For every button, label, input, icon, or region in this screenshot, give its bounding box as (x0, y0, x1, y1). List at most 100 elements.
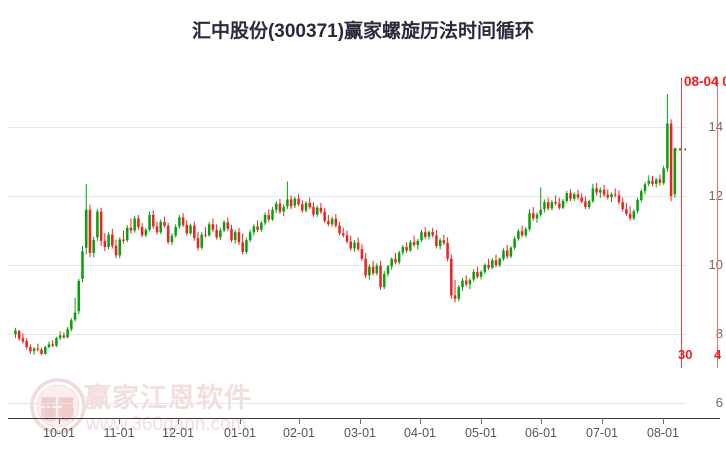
candle-body (152, 214, 155, 227)
candle-body (334, 218, 338, 226)
candle-body (122, 239, 125, 241)
y-axis-label: 8 (715, 326, 723, 341)
candle-body (416, 240, 420, 245)
x-axis-tick (481, 418, 482, 424)
page-title: 汇中股份(300371)赢家螺旋历法时间循环 (191, 21, 535, 42)
candle-body (420, 232, 423, 241)
x-axis-label: 02-01 (283, 426, 315, 440)
candle-body (457, 287, 461, 299)
cycle-date-annotation: 08-04 0 (684, 74, 726, 89)
cycle-vertical-line[interactable] (717, 78, 718, 368)
candle-body (368, 266, 371, 276)
candle-body (669, 123, 673, 196)
candle-body (297, 198, 300, 205)
y-axis-label: 6 (715, 395, 723, 410)
candle-body (185, 224, 189, 234)
x-axis-tick (541, 418, 542, 424)
candle-body (248, 232, 252, 241)
candle-body (502, 250, 505, 259)
candle-body (230, 228, 233, 241)
candle-body (47, 344, 51, 348)
candle-body (472, 271, 475, 280)
watermark-url-text: www.360gann.com (86, 414, 247, 435)
candle-body (580, 197, 583, 202)
candle-body (673, 149, 677, 195)
candle-body (442, 240, 446, 243)
candle-body (360, 249, 364, 259)
candle-body (539, 209, 542, 215)
candle-body (278, 203, 282, 212)
candle-body (658, 179, 662, 183)
candle-body (181, 217, 185, 225)
y-axis-label: 12 (708, 188, 723, 203)
watermark-brand-text: 赢家江恩软件 (84, 383, 252, 413)
candle-body (543, 202, 546, 210)
candle-body (487, 265, 490, 268)
candle-body (21, 338, 25, 342)
candle-body (528, 213, 531, 230)
candle-body (204, 234, 207, 236)
gridlines-group (8, 127, 686, 404)
x-axis-line (8, 418, 720, 419)
candle-body (312, 207, 315, 215)
candle-body (256, 226, 259, 230)
cycle-line-label: 30 (678, 347, 693, 362)
candle-body (114, 245, 118, 256)
candle-body (289, 199, 293, 207)
candle-body (137, 218, 140, 228)
candle-body (293, 198, 297, 206)
candle-body (219, 230, 222, 238)
candle-body (397, 252, 401, 263)
x-axis-label: 03-01 (344, 426, 376, 440)
candle-body (554, 202, 557, 204)
x-axis-tick (360, 418, 361, 424)
candle-body (51, 344, 54, 346)
candle-body (345, 235, 349, 242)
candle-body (88, 209, 92, 253)
candle-body (140, 227, 144, 236)
candle-body (606, 194, 610, 198)
candle-body (558, 203, 561, 208)
candle-body (107, 234, 110, 248)
candle-body (409, 242, 412, 251)
candle-body (625, 209, 628, 214)
candle-body (36, 348, 40, 350)
candle-body (587, 201, 591, 208)
candle-body (118, 239, 122, 256)
candle-body (271, 209, 274, 220)
chart-plot-area[interactable] (8, 57, 686, 418)
candle-body (304, 202, 308, 211)
candle-body (99, 211, 103, 241)
candle-body (222, 222, 226, 231)
candle-body (353, 242, 356, 249)
candle-body (371, 266, 375, 274)
x-axis-tick (420, 418, 421, 424)
candle-body (602, 189, 606, 195)
candle-body (166, 225, 170, 243)
x-axis-label: 01-01 (224, 426, 256, 440)
candle-body (32, 348, 36, 352)
seal-char-1: 江 (43, 397, 57, 412)
candle-body (14, 330, 17, 334)
candle-body (636, 200, 639, 212)
candle-body (308, 202, 312, 208)
y-axis-label: 14 (708, 119, 723, 134)
candle-body (237, 232, 241, 243)
candle-body (427, 231, 431, 237)
candle-body (438, 240, 442, 247)
candle-body (382, 273, 386, 288)
candle-body (576, 194, 580, 198)
candle-body (174, 227, 177, 236)
cycle-vertical-line[interactable] (681, 78, 682, 368)
candle-body (494, 260, 498, 265)
candle-body (435, 235, 438, 247)
candle-body (133, 218, 136, 231)
candle-body (394, 258, 397, 263)
candle-body (390, 258, 393, 267)
candle-body (666, 123, 669, 169)
candle-body (550, 202, 554, 209)
candle-body (163, 221, 166, 226)
candle-body (520, 231, 524, 236)
candle-body (103, 240, 107, 248)
